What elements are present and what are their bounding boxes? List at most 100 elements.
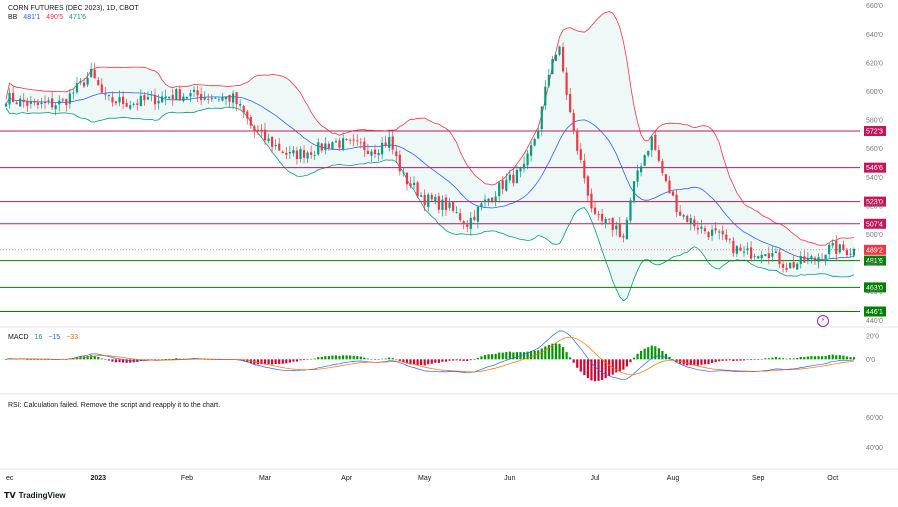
macd-hist-bar-117 [420,359,423,365]
time-tick-9: Sep [752,475,765,482]
candle-body-195 [696,227,699,230]
level-tag-6 [864,306,886,317]
candle-142 [508,169,511,184]
candle-body-177 [632,181,636,201]
candle-164 [586,174,589,203]
macd-hist-bar-146 [522,352,526,360]
candle-body-143 [512,174,515,184]
candle-40 [146,91,150,101]
candle-139 [498,181,501,203]
candle-17 [65,98,68,112]
candle-body-61 [221,97,224,101]
candle-16 [61,97,64,103]
candle-body-5 [22,99,25,103]
candle-224 [799,251,802,269]
candle-body-214 [764,254,767,257]
macd-hist-bar-225 [803,356,806,360]
macd-hist-bar-87 [313,358,316,360]
candle-30 [111,91,114,107]
candle-225 [803,250,806,263]
macd-hist-bar-178 [636,353,639,360]
candle-184 [657,145,660,163]
candle-body-60 [217,99,220,101]
candle-50 [182,93,185,103]
candle-45 [164,89,167,105]
macd-hist-bar-114 [409,359,412,365]
candle-125 [448,198,451,211]
macd-hist-bar-118 [423,359,426,366]
candle-108 [388,131,391,152]
candle-24 [90,62,93,78]
candle-144 [515,165,519,184]
macd-hist-bar-47 [171,358,174,360]
candle-232 [828,243,831,259]
candle-209 [746,242,749,256]
candle-body-68 [246,111,249,119]
candle-body-201 [718,231,721,233]
macd-line [5,330,855,381]
candle-body-189 [675,194,678,212]
candle-115 [412,176,416,190]
macd-hist-bar-197 [703,359,707,365]
candle-body-11 [43,101,47,103]
macd-hist-bar-224 [799,357,802,360]
candle-body-70 [253,126,256,132]
candle-37 [136,98,139,111]
candle-body-31 [114,101,118,104]
time-tick-8: Aug [667,475,680,482]
candle-body-17 [65,99,68,106]
macd-hist-bar-151 [540,348,543,360]
candle-body-89 [320,143,323,151]
candle-body-46 [168,96,171,99]
lightning-icon[interactable]: ⚡ [817,315,829,327]
macd-hist-bar-85 [306,359,309,360]
macd-hist-bar-211 [753,359,756,360]
macd-hist-bar-147 [526,351,529,360]
macd-hist-bar-45 [164,358,167,360]
macd-hist-bar-100 [359,356,362,360]
price-tick-11: 660'0 [866,3,883,10]
macd-hist-bar-128 [459,359,462,361]
macd-hist-bar-56 [203,359,206,360]
candle-66 [239,99,242,109]
candle-body-160 [572,113,575,132]
candle-129 [462,220,465,230]
macd-legend[interactable]: MACD 16 −15 −33 [8,333,82,342]
candle-43 [157,94,160,110]
time-tick-10: Oct [827,475,838,482]
macd-hist-bar-72 [260,359,263,365]
tradingview-logo[interactable]: 𝗧𝗩 TradingView [4,491,66,500]
candle-body-27 [100,84,103,93]
macd-hist-bar-215 [767,358,770,360]
candle-body-173 [618,223,621,238]
candle-69 [249,114,252,129]
level-tag-2 [864,196,886,207]
candle-150 [537,127,540,140]
candle-48 [175,87,178,101]
candle-body-200 [714,228,717,231]
macd-hist-bar-20 [75,357,79,360]
candle-body-168 [600,213,604,221]
candle-162 [579,143,582,164]
macd-hist-bar-134 [480,356,483,360]
candle-body-235 [838,244,841,253]
candle-185 [661,158,664,176]
candle-157 [561,42,565,74]
macd-hist-bar-33 [121,359,125,363]
candle-body-225 [803,256,806,263]
candle-body-86 [310,152,313,155]
candle-body-74 [267,138,270,142]
candle-6 [26,97,29,112]
macd-hist-bar-113 [405,359,409,364]
macd-hist-bar-144 [515,352,519,360]
time-tick-6: Jun [504,475,515,482]
candle-219 [781,259,785,273]
macd-hist-bar-68 [246,359,249,362]
macd-hist-bar-196 [700,359,703,365]
bb-legend[interactable]: BB 481'1 490'5 471'6 [8,13,90,22]
candle-132 [473,209,476,221]
candle-13 [51,91,54,110]
candle-body-136 [487,198,490,202]
rsi-error-message: RSI: Calculation failed. Remove the scri… [8,402,221,409]
